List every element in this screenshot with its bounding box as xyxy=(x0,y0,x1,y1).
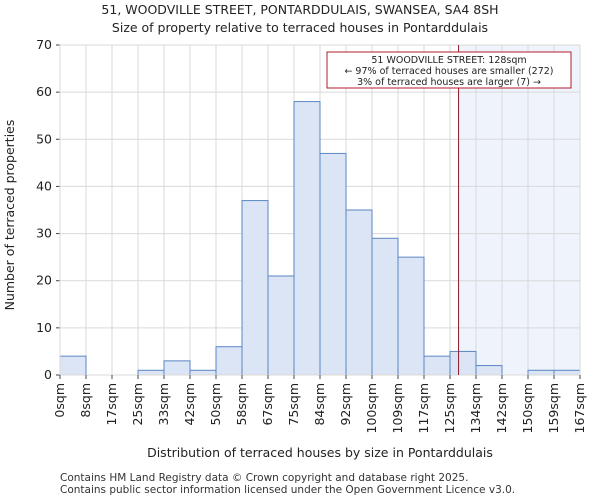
chart-title-subtitle: Size of property relative to terraced ho… xyxy=(111,20,489,35)
histogram-bar xyxy=(59,355,87,376)
y-axis-title: Number of terraced properties xyxy=(2,120,17,311)
histogram-bar xyxy=(345,209,373,376)
x-tick-label: 92sqm xyxy=(338,383,353,426)
histogram-bar xyxy=(475,365,503,376)
footer-licence: Contains public sector information licen… xyxy=(60,484,516,496)
x-tick-label: 167sqm xyxy=(572,383,587,433)
histogram-bar xyxy=(371,237,399,376)
larger-region-highlight xyxy=(458,45,580,375)
x-tick-label: 75sqm xyxy=(286,383,301,426)
histogram-bar xyxy=(449,350,477,376)
x-tick-label: 33sqm xyxy=(156,383,171,426)
x-tick-label: 100sqm xyxy=(364,383,379,433)
footer-copyright: Contains HM Land Registry data © Crown c… xyxy=(60,472,469,484)
x-tick-label: 50sqm xyxy=(208,383,223,426)
y-tick-label: 0 xyxy=(44,367,52,382)
x-tick-label: 8sqm xyxy=(78,383,93,418)
x-tick-label: 0sqm xyxy=(52,383,67,418)
x-tick-label: 25sqm xyxy=(130,383,145,426)
histogram-bar xyxy=(423,355,451,376)
x-tick-label: 109sqm xyxy=(390,383,405,433)
y-tick-label: 10 xyxy=(36,320,52,335)
x-tick-label: 117sqm xyxy=(416,383,431,433)
annotation-box xyxy=(326,51,572,89)
chart-title-address: 51, WOODVILLE STREET, PONTARDDULAIS, SWA… xyxy=(101,2,499,17)
histogram-bar xyxy=(241,200,269,376)
y-tick-label: 40 xyxy=(36,178,52,193)
x-tick-label: 67sqm xyxy=(260,383,275,426)
x-tick-label: 134sqm xyxy=(468,383,483,433)
histogram-bar xyxy=(293,101,321,376)
histogram-bar xyxy=(189,369,217,376)
y-tick-label: 60 xyxy=(36,84,52,99)
annotation-text: 51 WOODVILLE STREET: 128sqm xyxy=(371,55,526,66)
histogram-bar xyxy=(397,256,425,376)
y-tick-label: 20 xyxy=(36,273,52,288)
y-tick-label: 70 xyxy=(36,37,52,52)
x-axis-title: Distribution of terraced houses by size … xyxy=(147,445,493,460)
histogram-bar xyxy=(553,369,581,376)
histogram-bar xyxy=(215,346,243,376)
histogram-bar xyxy=(527,369,555,376)
annotation-text: 3% of terraced houses are larger (7) → xyxy=(357,77,541,88)
x-tick-label: 84sqm xyxy=(312,383,327,426)
x-tick-label: 125sqm xyxy=(442,383,457,433)
annotation-text: ← 97% of terraced houses are smaller (27… xyxy=(344,66,553,77)
y-tick-label: 50 xyxy=(36,131,52,146)
x-tick-label: 17sqm xyxy=(104,383,119,426)
x-tick-label: 58sqm xyxy=(234,383,249,426)
histogram-bar xyxy=(163,360,191,376)
x-tick-label: 42sqm xyxy=(182,383,197,426)
histogram-bar xyxy=(267,275,295,376)
x-tick-label: 159sqm xyxy=(546,383,561,433)
x-tick-label: 142sqm xyxy=(494,383,509,433)
histogram-bar xyxy=(319,152,347,376)
histogram-bar xyxy=(137,369,165,376)
y-tick-label: 30 xyxy=(36,226,52,241)
x-tick-label: 150sqm xyxy=(520,383,535,433)
